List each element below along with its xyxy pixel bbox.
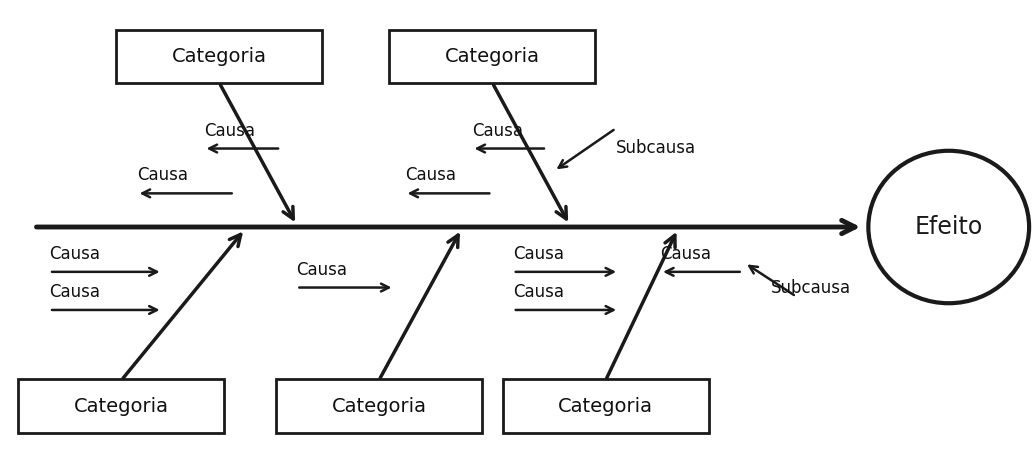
Text: Causa: Causa xyxy=(296,261,347,279)
Text: Subcausa: Subcausa xyxy=(615,139,696,158)
Text: Categoria: Categoria xyxy=(444,47,540,66)
Text: Causa: Causa xyxy=(471,122,522,139)
FancyBboxPatch shape xyxy=(116,30,322,84)
FancyBboxPatch shape xyxy=(19,380,225,433)
Text: Causa: Causa xyxy=(660,245,711,263)
Text: Causa: Causa xyxy=(137,167,188,184)
FancyBboxPatch shape xyxy=(390,30,596,84)
Text: Categoria: Categoria xyxy=(172,47,266,66)
FancyBboxPatch shape xyxy=(502,380,709,433)
Text: Causa: Causa xyxy=(204,122,255,139)
Text: Causa: Causa xyxy=(49,245,100,263)
Text: Categoria: Categoria xyxy=(558,397,653,416)
Text: Categoria: Categoria xyxy=(74,397,169,416)
Text: Causa: Causa xyxy=(405,167,456,184)
Text: Causa: Causa xyxy=(49,283,100,301)
Text: Categoria: Categoria xyxy=(332,397,427,416)
Text: Causa: Causa xyxy=(513,283,564,301)
Text: Efeito: Efeito xyxy=(915,215,983,239)
Text: Causa: Causa xyxy=(513,245,564,263)
Text: Subcausa: Subcausa xyxy=(771,278,851,296)
FancyBboxPatch shape xyxy=(276,380,482,433)
Ellipse shape xyxy=(868,151,1029,303)
